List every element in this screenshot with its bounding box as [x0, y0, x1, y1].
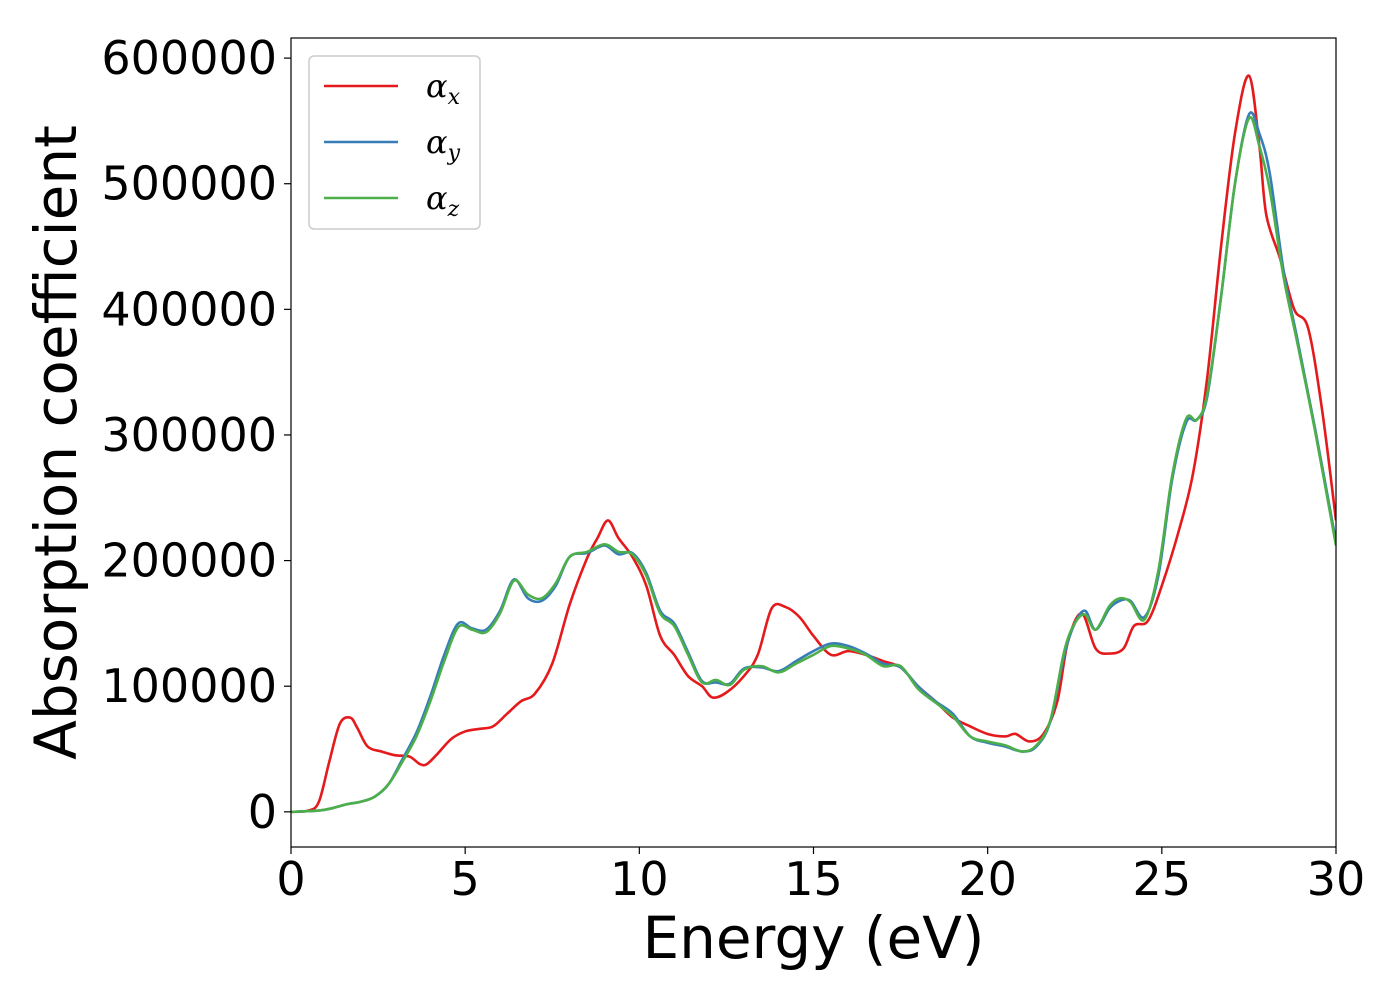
x-tick-label: 30 [1307, 852, 1366, 906]
y-tick-label: 200000 [101, 534, 277, 588]
series-layer [291, 74, 1336, 814]
x-tick-label: 25 [1133, 852, 1192, 906]
x-tick-label: 5 [451, 852, 480, 906]
legend-subscript: z [447, 197, 460, 222]
legend-subscript: y [447, 141, 461, 166]
y-axis-ticks: 0 100000 200000 300000 400000 500000 600000 [101, 31, 291, 839]
x-tick-label: 10 [610, 852, 669, 906]
x-axis-ticks: 0 5 10 15 20 25 30 [276, 847, 1365, 906]
legend-symbol: α [426, 67, 448, 105]
legend-subscript: x [448, 85, 461, 110]
y-tick-label: 600000 [101, 31, 277, 85]
y-tick-label: 0 [248, 785, 277, 839]
x-tick-label: 0 [276, 852, 305, 906]
y-tick-label: 300000 [101, 408, 277, 462]
y-tick-label: 400000 [101, 282, 277, 336]
series-line-alpha-x [291, 74, 1336, 814]
series-line-alpha-z [291, 115, 1336, 814]
legend-label-alpha-z: αz [426, 179, 460, 222]
x-axis-title: Energy (eV) [642, 904, 984, 972]
legend-label-alpha-y: αy [426, 123, 461, 166]
x-tick-label: 15 [784, 852, 843, 906]
y-axis-title: Absorption coefficient [22, 125, 90, 760]
y-tick-label: 100000 [101, 659, 277, 713]
y-tick-label: 500000 [101, 157, 277, 211]
x-tick-label: 20 [958, 852, 1017, 906]
legend-symbol: α [426, 123, 448, 161]
legend-label-alpha-x: αx [426, 67, 461, 110]
legend-symbol: α [426, 179, 448, 217]
